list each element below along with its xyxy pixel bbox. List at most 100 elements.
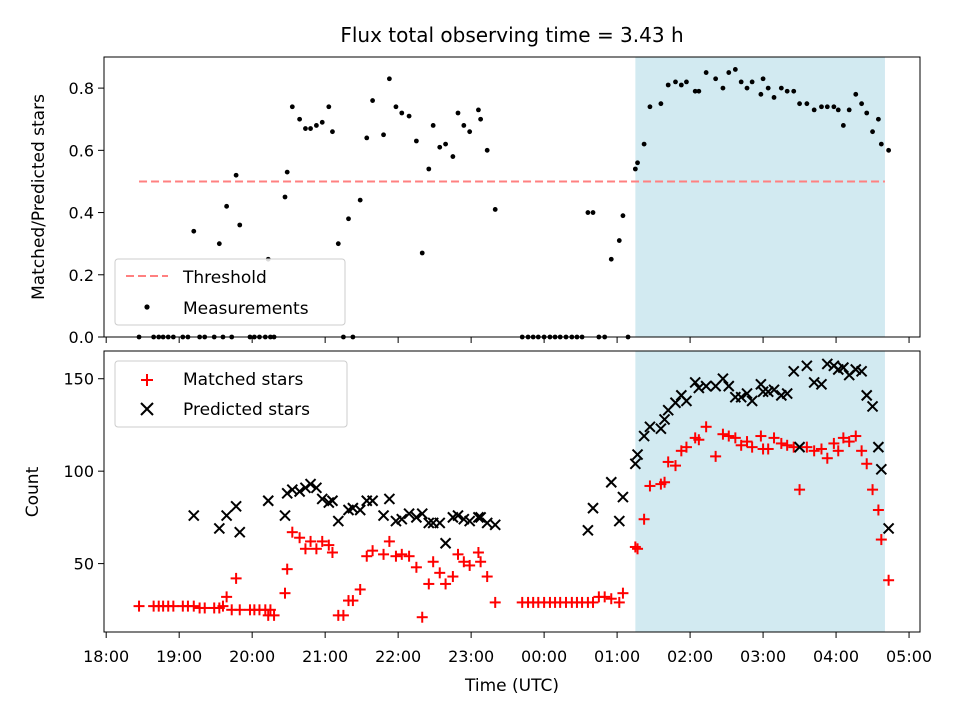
predicted-star-point xyxy=(717,373,729,385)
matched-star-point xyxy=(133,600,145,612)
predicted-star-point xyxy=(866,400,879,413)
measurement-point xyxy=(692,88,698,94)
matched-star-point xyxy=(644,480,656,492)
predicted-star-point xyxy=(821,358,834,370)
measurement-point xyxy=(840,123,846,128)
matched-star-point xyxy=(775,437,787,449)
measurement-point xyxy=(357,197,363,203)
legend-measurements-label: Measurements xyxy=(183,299,309,319)
matched-star-point xyxy=(837,432,849,444)
measurement-point xyxy=(846,107,852,113)
predicted-star-point xyxy=(366,495,379,507)
predicted-star-point xyxy=(410,511,423,524)
measurement-point xyxy=(647,104,653,110)
measurement-point xyxy=(437,144,443,150)
measurement-point xyxy=(673,79,678,85)
predicted-star-point xyxy=(326,495,339,507)
predicted-star-point xyxy=(605,476,617,488)
predicted-star-point xyxy=(741,387,753,400)
measurement-point xyxy=(330,129,335,135)
predicted-star-point xyxy=(423,517,435,529)
measurement-point xyxy=(461,123,467,128)
matched-star-point xyxy=(717,428,729,440)
matched-star-point xyxy=(632,543,644,555)
predicted-stars-series xyxy=(188,358,895,549)
matched-star-point xyxy=(729,432,741,444)
measurement-point xyxy=(811,107,817,113)
matched-star-point xyxy=(378,548,390,560)
matched-star-point xyxy=(768,432,780,444)
measurement-point xyxy=(216,241,222,247)
bottom-plot-frame xyxy=(103,350,921,633)
predicted-star-point xyxy=(286,483,299,496)
top-y-tick-label: 0.6 xyxy=(69,141,94,160)
measurement-point xyxy=(297,116,303,122)
matched-star-point xyxy=(669,460,681,472)
matched-star-point xyxy=(230,572,242,584)
predicted-star-point xyxy=(434,517,446,529)
measurement-point xyxy=(585,210,591,215)
matched-star-point xyxy=(815,443,827,455)
measurement-point xyxy=(406,113,412,119)
predicted-star-point xyxy=(617,491,629,503)
x-tick-label: 20:00 xyxy=(229,647,275,666)
matched-star-point xyxy=(337,609,349,621)
matched-star-point xyxy=(680,441,692,453)
matched-star-point xyxy=(638,513,650,525)
measurement-point xyxy=(875,116,881,122)
measurement-point xyxy=(713,76,719,82)
matched-star-point xyxy=(268,609,280,621)
x-tick-label: 21:00 xyxy=(302,647,348,666)
measurement-point xyxy=(658,101,664,107)
measurement-point xyxy=(326,104,332,110)
measurement-point xyxy=(835,107,841,113)
measurement-point xyxy=(878,141,884,147)
measurement-point xyxy=(758,91,764,97)
bottom-y-tick-label: 50 xyxy=(74,555,94,574)
matched-star-point xyxy=(489,596,501,608)
matched-star-point xyxy=(305,535,317,547)
predicted-star-point xyxy=(188,509,200,522)
predicted-star-point xyxy=(489,519,501,531)
matched-stars-series xyxy=(133,421,895,623)
measurement-point xyxy=(233,172,239,178)
predicted-star-point xyxy=(658,413,671,426)
matched-star-point xyxy=(434,567,446,579)
predicted-star-point xyxy=(613,515,625,527)
predicted-star-point xyxy=(655,422,667,435)
predicted-star-point xyxy=(262,495,274,507)
measurement-point xyxy=(778,85,784,91)
predicted-star-point xyxy=(463,515,476,527)
measurement-point xyxy=(335,241,341,247)
predicted-star-point xyxy=(230,500,242,512)
matched-star-point xyxy=(613,596,625,608)
predicted-star-point xyxy=(383,493,396,505)
measurement-point xyxy=(720,85,726,91)
measurement-point xyxy=(284,169,290,175)
measurement-point xyxy=(760,76,766,82)
predicted-star-point xyxy=(723,380,735,392)
measurement-point xyxy=(696,88,702,94)
top-plot-frame xyxy=(103,56,921,338)
predicted-star-point xyxy=(793,441,806,453)
matched-star-point xyxy=(883,574,895,586)
measurement-point xyxy=(426,166,432,172)
measurement-point xyxy=(738,79,744,85)
top-y-tick-label: 0.4 xyxy=(69,204,94,223)
bottom-highlight-span xyxy=(635,351,885,632)
matched-star-point xyxy=(281,563,293,575)
predicted-star-point xyxy=(781,387,793,400)
measurement-point xyxy=(590,210,596,215)
matched-star-point xyxy=(316,535,328,547)
measurement-point xyxy=(744,85,750,91)
matched-star-point xyxy=(347,595,359,607)
measurement-point xyxy=(791,88,797,94)
matched-star-point xyxy=(659,476,671,488)
predicted-star-point xyxy=(629,458,642,470)
measurement-point xyxy=(289,104,295,110)
predicted-star-point xyxy=(472,511,485,524)
x-tick-label: 22:00 xyxy=(375,647,421,666)
measurement-point xyxy=(399,110,405,116)
measurement-point xyxy=(616,238,622,243)
matched-star-point xyxy=(828,437,840,449)
